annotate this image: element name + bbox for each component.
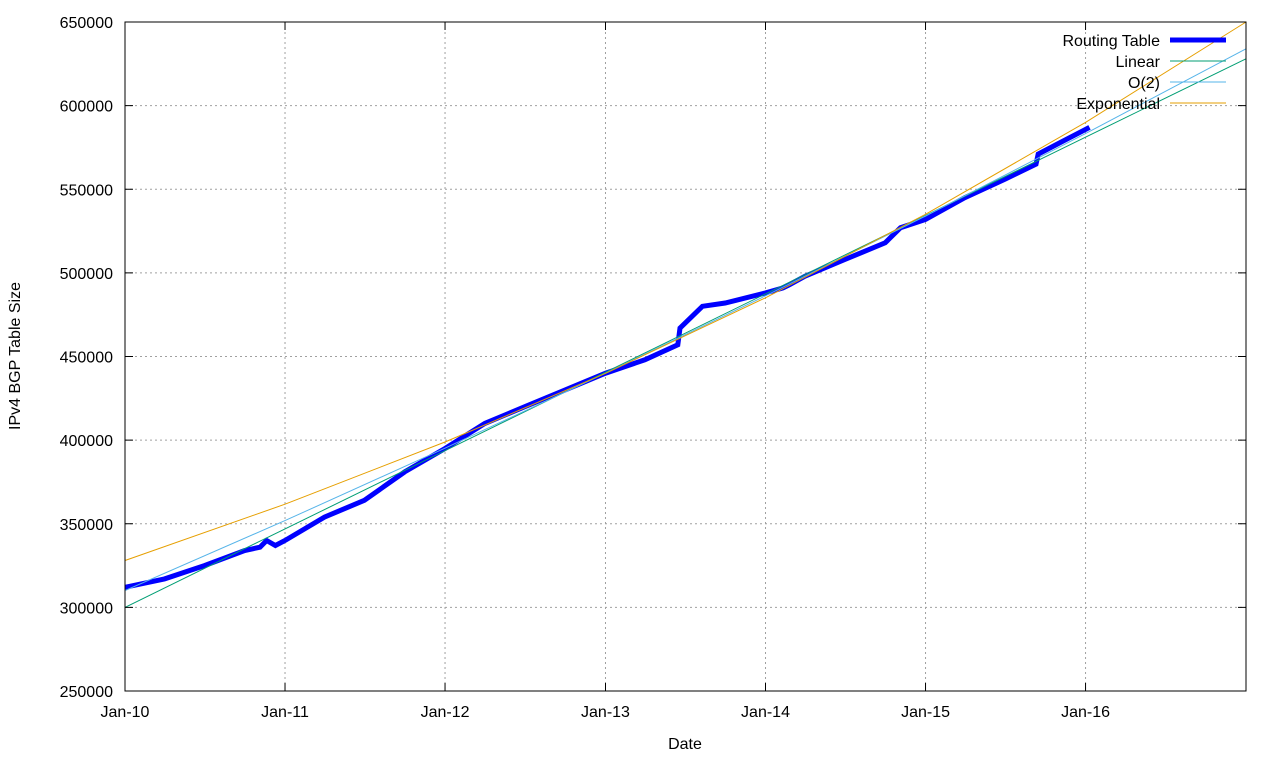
grid (125, 22, 1246, 691)
series-line-exponential (124, 21, 1247, 561)
legend-label: Linear (1116, 54, 1161, 71)
legend-label: Routing Table (1062, 33, 1160, 50)
x-axis-label: Date (668, 736, 702, 753)
y-tick-label: 600000 (60, 99, 113, 116)
x-tick-label: Jan-14 (741, 704, 790, 721)
y-tick-label: 300000 (60, 600, 113, 617)
y-tick-label: 500000 (60, 266, 113, 283)
x-tick-label: Jan-16 (1061, 704, 1110, 721)
series-line-routing-table (124, 125, 1091, 590)
y-tick-label: 550000 (60, 182, 113, 199)
axes: 250000 300000 350000 400000 450000 500000 5500… (60, 15, 1246, 721)
y-axis-label: IPv4 BGP Table Size (7, 282, 24, 430)
y-tick-label: 350000 (60, 517, 113, 534)
legend-label: Exponential (1076, 96, 1160, 113)
y-tick-label: 250000 (60, 684, 113, 701)
series-line-linear (124, 58, 1247, 608)
x-tick-label: Jan-13 (581, 704, 630, 721)
legend: Routing Table Linear O(2) Exponential (1062, 33, 1226, 113)
legend-label: O(2) (1128, 75, 1160, 92)
y-tick-label: 400000 (60, 433, 113, 450)
x-tick-label: Jan-12 (421, 704, 470, 721)
x-tick-label: Jan-15 (901, 704, 950, 721)
series-line-o-2- (124, 48, 1247, 592)
x-tick-label: Jan-11 (261, 704, 309, 721)
y-tick-label: 450000 (60, 350, 113, 367)
y-tick-label: 650000 (60, 15, 113, 32)
series-layer (124, 21, 1247, 608)
x-tick-label: Jan-10 (101, 704, 150, 721)
